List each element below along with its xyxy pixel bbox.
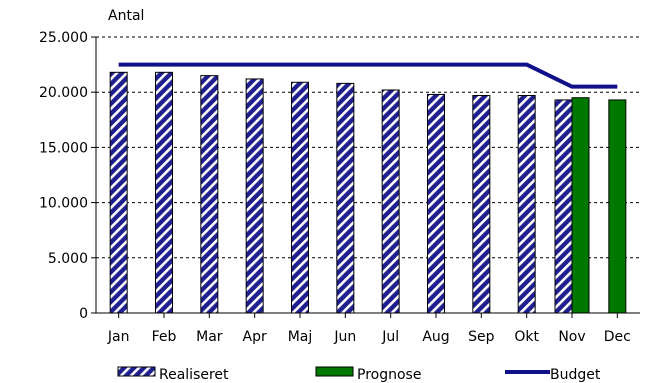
x-tick-label: Aug <box>422 329 449 345</box>
y-tick-label: 20.000 <box>39 85 88 101</box>
x-tick-label: Sep <box>468 329 495 345</box>
bar-realiseret <box>200 75 219 314</box>
x-tick-label: Nov <box>558 329 585 345</box>
bar-realiseret <box>291 81 309 314</box>
bar-realiseret <box>155 71 173 314</box>
legend-label-realiseret: Realiseret <box>159 367 229 383</box>
x-tick-label: Jul <box>381 329 399 345</box>
bar-realiseret <box>381 89 400 314</box>
y-tick-label: 10.000 <box>39 196 88 212</box>
bar-prognose <box>571 97 590 314</box>
legend-label-budget: Budget <box>550 367 601 383</box>
x-tick-label: Jun <box>333 329 356 345</box>
legend-label-prognose: Prognose <box>357 367 421 383</box>
bar-realiseret <box>472 95 491 314</box>
y-tick-label: 25.000 <box>39 30 88 46</box>
y-axis-title: Antal <box>108 8 144 24</box>
y-tick-label: 0 <box>79 306 88 322</box>
bar-realiseret <box>517 95 536 314</box>
y-tick-label: 5.000 <box>48 251 88 267</box>
bar-realiseret <box>336 82 355 314</box>
bar-prognose <box>608 99 627 314</box>
legend-swatch-prognose <box>315 366 354 377</box>
x-tick-label: Apr <box>243 329 267 345</box>
x-tick-label: Okt <box>514 329 539 345</box>
x-tick-label: Jan <box>107 329 130 345</box>
x-tick-label: Feb <box>152 329 177 345</box>
bar-realiseret <box>109 71 128 314</box>
bar-realiseret <box>554 99 573 314</box>
x-tick-label: Mar <box>196 329 223 345</box>
legend-swatch-realiseret <box>117 366 156 377</box>
bar-realiseret <box>245 78 264 314</box>
bar-realiseret <box>427 93 445 314</box>
y-tick-label: 15.000 <box>39 140 88 156</box>
x-tick-label: Dec <box>604 329 631 345</box>
x-tick-label: Maj <box>288 329 313 345</box>
budget-line <box>118 62 618 89</box>
